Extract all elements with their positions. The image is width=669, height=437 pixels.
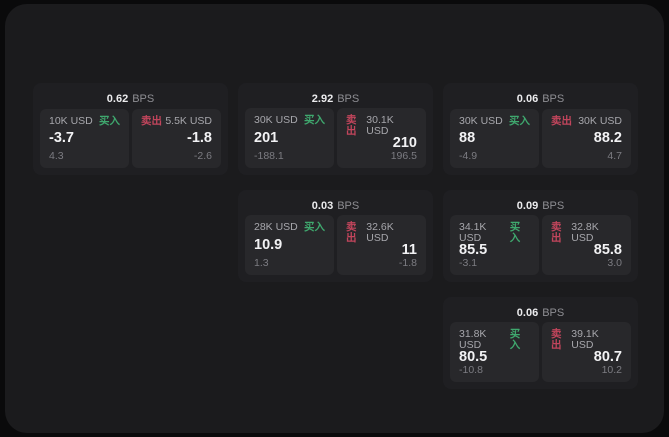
- buy-side-label: 买入: [509, 221, 521, 244]
- sell-panel[interactable]: 卖出 5.5K USD -1.8 -2.6: [132, 109, 221, 168]
- buy-price: 85.5: [459, 242, 488, 258]
- buy-delta: -10.8: [459, 363, 483, 376]
- sell-panel[interactable]: 卖出 32.6K USD 11 -1.8: [337, 215, 426, 275]
- buy-sell-panels: 30K USD 买入 88 -4.9 卖出 30K USD 88.2 4.7: [450, 109, 631, 168]
- sell-side-label: 卖出: [346, 221, 357, 244]
- bps-value: 0.06: [516, 306, 539, 319]
- buy-panel[interactable]: 31.8K USD 买入 80.5 -10.8: [450, 322, 539, 382]
- bps-suffix: BPS: [542, 93, 565, 105]
- app-window: 0.62 BPS 10K USD 买入 -3.7 4.3 卖出 5.5K USD…: [5, 4, 664, 433]
- buy-side-label: 买入: [509, 328, 521, 351]
- buy-panel[interactable]: 10K USD 买入 -3.7 4.3: [40, 109, 129, 168]
- buy-side-label: 买入: [99, 115, 120, 127]
- buy-side-label: 买入: [509, 115, 530, 127]
- buy-panel[interactable]: 30K USD 买入 88 -4.9: [450, 109, 539, 168]
- sell-price: 210: [392, 135, 417, 151]
- price-card: 0.03 BPS 28K USD 买入 10.9 1.3 卖出 32.6K US…: [238, 190, 433, 282]
- buy-amount: 30K USD: [459, 115, 503, 127]
- sell-amount: 32.8K USD: [571, 221, 599, 244]
- sell-amount: 32.6K USD: [366, 221, 394, 244]
- sell-side-label: 卖出: [551, 221, 562, 244]
- buy-side-label: 买入: [304, 114, 325, 126]
- cards-grid: 0.62 BPS 10K USD 买入 -3.7 4.3 卖出 5.5K USD…: [33, 83, 638, 389]
- card-header: 0.06 BPS: [450, 303, 631, 322]
- price-card: 0.06 BPS 31.8K USD 买入 80.5 -10.8 卖出 39.1…: [443, 297, 638, 389]
- bps-suffix: BPS: [542, 199, 565, 212]
- price-card: 0.62 BPS 10K USD 买入 -3.7 4.3 卖出 5.5K USD…: [33, 83, 228, 175]
- buy-delta: 4.3: [49, 149, 64, 162]
- bps-suffix: BPS: [337, 92, 360, 105]
- sell-side-label: 卖出: [551, 115, 572, 127]
- buy-price: 80.5: [459, 349, 488, 365]
- buy-price: 88: [459, 130, 476, 147]
- sell-amount: 5.5K USD: [165, 115, 212, 127]
- price-card: 2.92 BPS 30K USD 买入 201 -188.1 卖出 30.1K …: [238, 83, 433, 175]
- buy-amount: 10K USD: [49, 115, 93, 127]
- sell-price: 85.8: [593, 242, 622, 258]
- sell-amount: 30K USD: [578, 115, 622, 127]
- sell-side-label: 卖出: [346, 114, 357, 137]
- sell-delta: 3.0: [607, 256, 622, 269]
- sell-panel[interactable]: 卖出 39.1K USD 80.7 10.2: [542, 322, 631, 382]
- buy-delta: -4.9: [459, 149, 478, 162]
- sell-delta: 4.7: [607, 149, 622, 162]
- bps-value: 0.06: [516, 93, 539, 105]
- buy-amount: 30K USD: [254, 114, 298, 126]
- buy-panel[interactable]: 28K USD 买入 10.9 1.3: [245, 215, 334, 275]
- buy-delta: 1.3: [254, 256, 269, 269]
- bps-suffix: BPS: [337, 199, 360, 212]
- buy-sell-panels: 10K USD 买入 -3.7 4.3 卖出 5.5K USD -1.8 -2.…: [40, 109, 221, 168]
- bps-suffix: BPS: [542, 306, 565, 319]
- bps-value: 0.03: [311, 199, 334, 212]
- bps-value: 0.09: [516, 199, 539, 212]
- sell-panel[interactable]: 卖出 30K USD 88.2 4.7: [542, 109, 631, 168]
- buy-sell-panels: 34.1K USD 买入 85.5 -3.1 卖出 32.8K USD 85.8…: [450, 215, 631, 275]
- bps-suffix: BPS: [132, 93, 155, 105]
- bps-value: 0.62: [106, 93, 129, 105]
- sell-delta: 196.5: [390, 149, 417, 162]
- card-header: 0.62 BPS: [40, 89, 221, 109]
- buy-delta: -188.1: [254, 149, 284, 162]
- bps-value: 2.92: [311, 92, 334, 105]
- card-header: 0.09 BPS: [450, 196, 631, 215]
- buy-sell-panels: 31.8K USD 买入 80.5 -10.8 卖出 39.1K USD 80.…: [450, 322, 631, 382]
- price-card: 0.09 BPS 34.1K USD 买入 85.5 -3.1 卖出 32.8K…: [443, 190, 638, 282]
- buy-amount: 28K USD: [254, 221, 298, 233]
- sell-price: -1.8: [187, 130, 212, 147]
- sell-delta: -2.6: [193, 149, 212, 162]
- buy-side-label: 买入: [304, 221, 325, 233]
- sell-panel[interactable]: 卖出 32.8K USD 85.8 3.0: [542, 215, 631, 275]
- buy-price: 10.9: [254, 236, 283, 253]
- sell-panel[interactable]: 卖出 30.1K USD 210 196.5: [337, 108, 426, 168]
- card-header: 0.03 BPS: [245, 196, 426, 215]
- sell-amount: 39.1K USD: [571, 328, 599, 351]
- sell-side-label: 卖出: [551, 328, 562, 351]
- sell-side-label: 卖出: [141, 115, 162, 127]
- sell-delta: 10.2: [601, 363, 622, 376]
- buy-panel[interactable]: 30K USD 买入 201 -188.1: [245, 108, 334, 168]
- buy-price: 201: [254, 129, 279, 146]
- buy-delta: -3.1: [459, 256, 478, 269]
- buy-panel[interactable]: 34.1K USD 买入 85.5 -3.1: [450, 215, 539, 275]
- buy-sell-panels: 30K USD 买入 201 -188.1 卖出 30.1K USD 210 1…: [245, 108, 426, 168]
- buy-sell-panels: 28K USD 买入 10.9 1.3 卖出 32.6K USD 11 -1.8: [245, 215, 426, 275]
- card-header: 0.06 BPS: [450, 89, 631, 109]
- buy-price: -3.7: [49, 130, 74, 147]
- sell-price: 88.2: [593, 130, 622, 147]
- buy-amount: 31.8K USD: [459, 328, 487, 351]
- sell-price: 80.7: [593, 349, 622, 365]
- card-header: 2.92 BPS: [245, 89, 426, 108]
- sell-delta: -1.8: [398, 256, 417, 269]
- sell-amount: 30.1K USD: [366, 114, 394, 137]
- sell-price: 11: [401, 242, 417, 258]
- price-card: 0.06 BPS 30K USD 买入 88 -4.9 卖出 30K USD 8…: [443, 83, 638, 175]
- buy-amount: 34.1K USD: [459, 221, 487, 244]
